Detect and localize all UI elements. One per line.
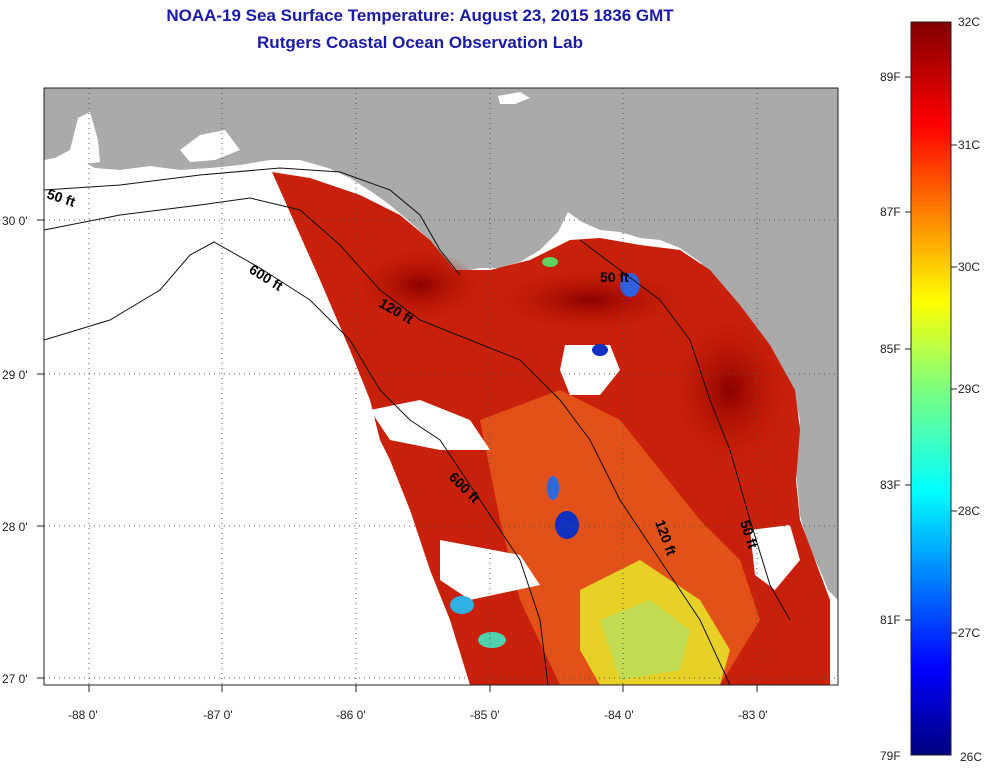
colorbar-fahrenheit-label: 87F (880, 205, 901, 219)
sst-cold-patch (592, 344, 608, 356)
lat-tick-label: 29 0' (2, 368, 28, 382)
colorbar-celsius-label: 32C (958, 15, 981, 29)
colorbar-fahrenheit-label: 89F (880, 70, 901, 84)
colorbar-ticks (905, 76, 957, 634)
map-border (43, 87, 839, 686)
sst-hot-zone (675, 320, 785, 460)
axis-ticks (37, 219, 758, 692)
colorbar-fahrenheit-label: 79F (880, 749, 901, 763)
lat-tick-label: 27 0' (2, 672, 28, 686)
cloud-gap (370, 400, 490, 450)
sst-cold-patch (542, 257, 558, 267)
colorbar-celsius-label: 27C (958, 626, 981, 640)
sst-hot-zone (360, 250, 480, 320)
bay-inlet (180, 130, 240, 162)
cloud-gap (750, 525, 800, 590)
colorbar-fahrenheit-label: 85F (880, 342, 901, 356)
bay-inlet (70, 112, 100, 165)
colorbar-celsius-label: 26C (960, 750, 983, 764)
cloud-gap (560, 345, 620, 395)
lon-tick-label: -88 0' (68, 708, 98, 722)
contour-label-50ft: 50 ft (600, 269, 629, 285)
sst-hot-zone (500, 270, 680, 330)
depth-contours (44, 167, 791, 685)
lake-inlet (498, 92, 530, 104)
lat-tick-label: 28 0' (2, 520, 28, 534)
lon-tick-label: -86 0' (336, 708, 366, 722)
lon-tick-label: -84 0' (604, 708, 634, 722)
sst-cold-patch (450, 596, 474, 614)
chart-title: NOAA-19 Sea Surface Temperature: August … (166, 6, 674, 25)
lon-tick-label: -87 0' (203, 708, 233, 722)
sst-cold-patch (478, 632, 506, 648)
chart-subtitle: Rutgers Coastal Ocean Observation Lab (257, 33, 583, 52)
colorbar-celsius-label: 28C (958, 504, 981, 518)
colorbar-fahrenheit-label: 81F (880, 613, 901, 627)
lon-tick-label: -83 0' (738, 708, 768, 722)
sst-cool-zone (600, 600, 690, 680)
colorbar-celsius-label: 29C (958, 382, 981, 396)
lat-tick-label: 30 0' (2, 214, 28, 228)
land-mass (44, 88, 838, 600)
lon-tick-label: -85 0' (470, 708, 500, 722)
sst-cold-patch (547, 476, 559, 500)
colorbar-celsius-label: 31C (958, 138, 981, 152)
colorbar-celsius-label: 30C (958, 260, 981, 274)
cloud-gap (440, 540, 540, 600)
colorbar-fahrenheit-label: 83F (880, 478, 901, 492)
sst-cold-patch (620, 273, 640, 297)
sst-cold-patch (555, 511, 579, 539)
colorbar (910, 21, 952, 756)
